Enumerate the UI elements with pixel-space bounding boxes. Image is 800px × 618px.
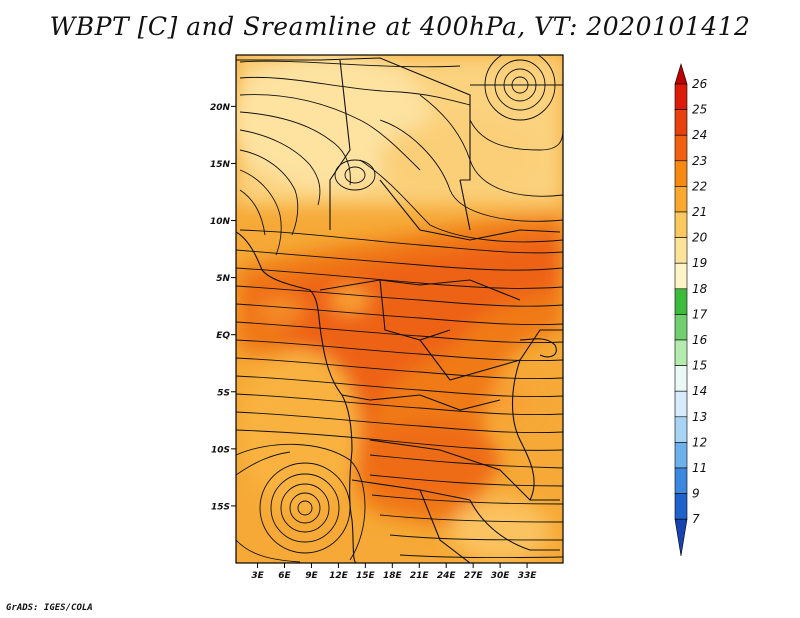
colorbar-swatch (674, 493, 688, 520)
lat-label: 15S (211, 502, 230, 512)
colorbar-swatch (674, 442, 688, 469)
lon-label: 6E (278, 571, 291, 581)
lon-label: 12E (329, 571, 349, 581)
colorbar-swatch (674, 211, 688, 238)
colorbar-label: 7 (692, 512, 700, 526)
colorbar-swatch (674, 467, 688, 494)
lon-label: 33E (518, 571, 538, 581)
lon-label: 9E (305, 571, 318, 581)
lon-label: 24E (437, 571, 457, 581)
colorbar-swatch (674, 237, 688, 264)
colorbar-swatch (674, 262, 688, 290)
colorbar-swatch (674, 314, 688, 341)
latitude-axis: 20N 15N 10N 5N EQ 5S 10S 15S (210, 103, 236, 512)
colorbar-swatch (674, 288, 688, 315)
lon-label: 21E (410, 571, 430, 581)
colorbar-label: 23 (692, 154, 707, 168)
colorbar-label: 21 (692, 205, 707, 219)
colorbar-swatch (674, 109, 688, 136)
colorbar-label: 19 (692, 256, 707, 270)
lon-label: 3E (251, 571, 264, 581)
lon-label: 18E (383, 571, 403, 581)
colorbar-label: 26 (692, 77, 708, 91)
lat-label: EQ (216, 331, 230, 341)
colorbar-label: 9 (692, 487, 700, 501)
credit-footer: GrADS: IGES/COLA (6, 603, 93, 613)
colorbar-label: 13 (692, 410, 707, 424)
lat-label: 5S (217, 388, 230, 398)
colorbar-swatch (674, 160, 688, 187)
chart-title: WBPT [C] and Sreamline at 400hPa, VT: 20… (49, 12, 751, 41)
colorbar-swatch (674, 390, 688, 418)
colorbar-top-arrow (674, 62, 688, 85)
lat-label: 5N (216, 274, 230, 284)
colorbar-swatch (674, 416, 688, 443)
colorbar-label: 16 (692, 333, 708, 347)
colorbar-label: 12 (692, 435, 707, 449)
map-frame (235, 54, 564, 564)
country-borders (236, 57, 563, 563)
lon-label: 27E (464, 571, 484, 581)
lat-label: 20N (210, 103, 231, 113)
streamlines (236, 55, 563, 563)
colorbar-swatch (674, 83, 688, 110)
colorbar-label: 14 (692, 384, 707, 398)
colorbar-label: 11 (692, 461, 707, 475)
colorbar-label: 24 (692, 128, 707, 142)
colorbar-label: 25 (692, 103, 707, 117)
lat-label: 10S (211, 445, 230, 455)
colorbar-label: 15 (692, 359, 707, 373)
lat-label: 10N (210, 217, 231, 227)
colorbar-swatch (674, 339, 688, 366)
colorbar-swatch (674, 134, 688, 162)
colorbar-bottom-arrow (674, 518, 688, 557)
colorbar-label: 18 (692, 282, 708, 296)
lon-label: 15E (356, 571, 376, 581)
colorbar-swatch (674, 186, 688, 213)
lon-label: 30E (491, 571, 511, 581)
colorbar-label: 22 (692, 179, 707, 193)
colorbar: 26 25 24 23 22 21 20 19 18 17 16 15 14 13 12 11 9 7 (674, 62, 708, 557)
longitude-axis: 3E 6E 9E 12E 15E 18E 21E 24E 27E 30E 33E (251, 563, 537, 581)
colorbar-label: 17 (692, 307, 708, 321)
colorbar-label: 20 (692, 231, 708, 245)
lat-label: 15N (210, 160, 231, 170)
colorbar-swatch (674, 365, 688, 392)
